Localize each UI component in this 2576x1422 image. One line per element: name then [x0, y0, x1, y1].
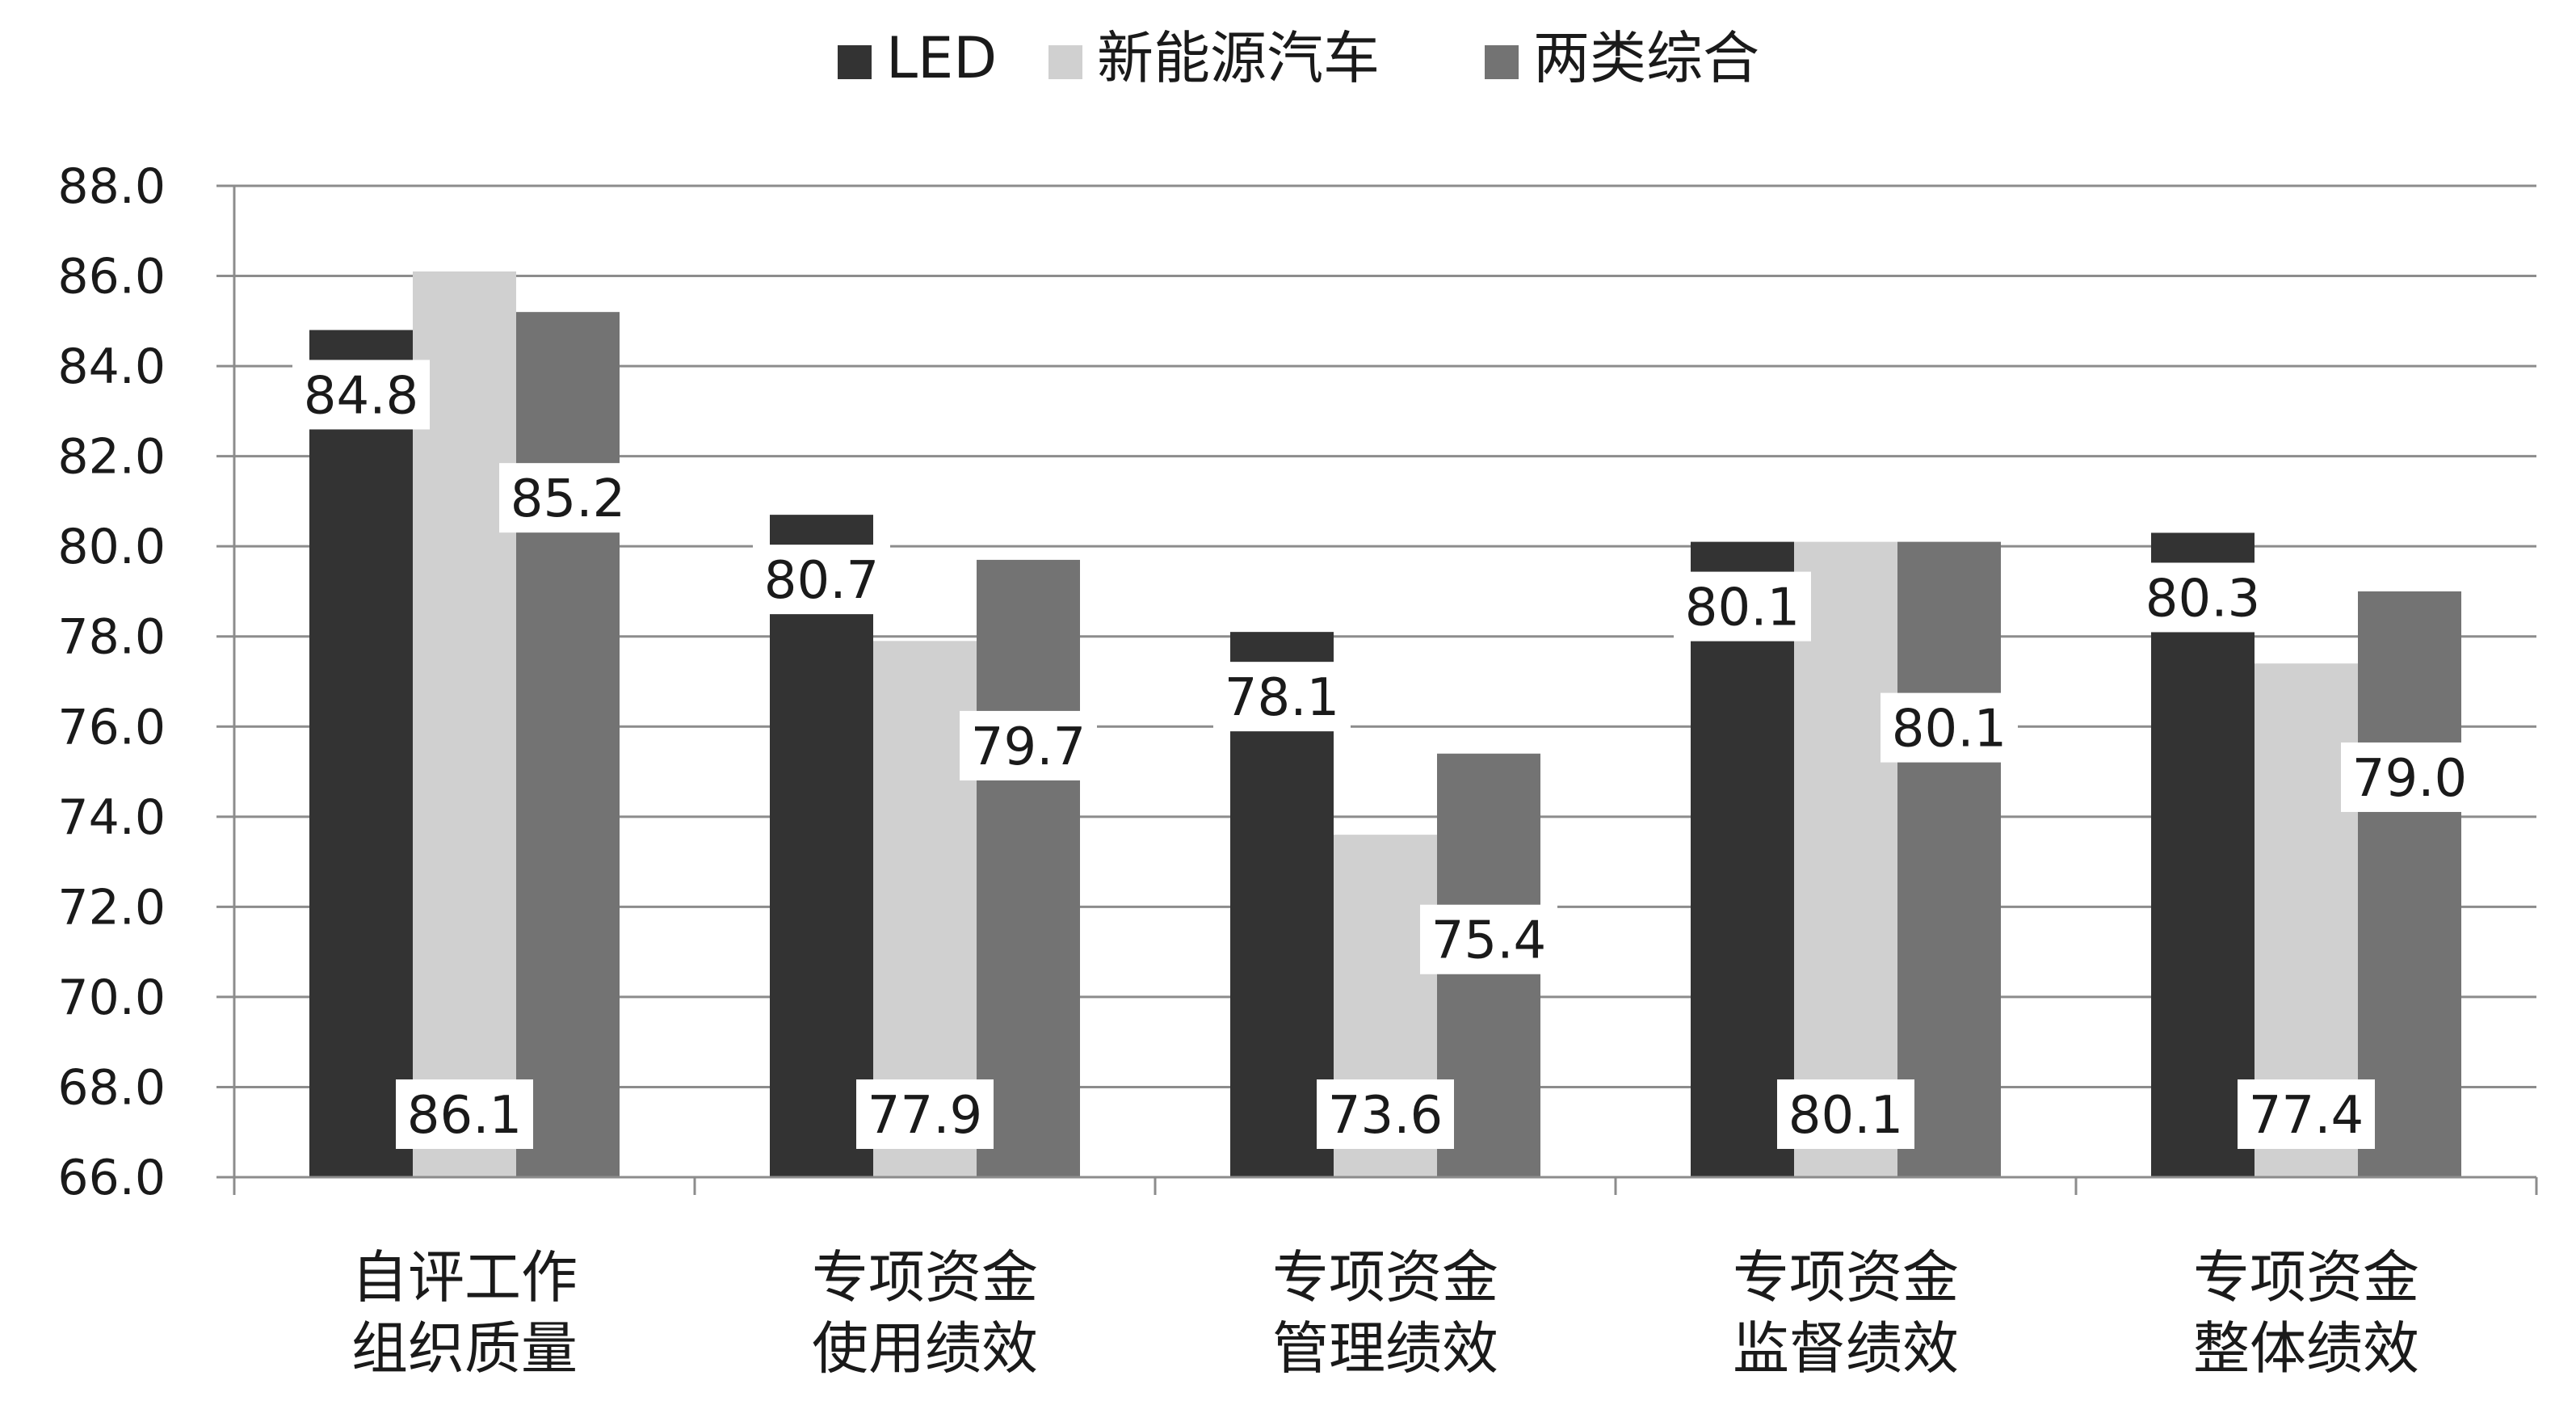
- legend-label-0: LED: [886, 25, 997, 91]
- bar-0-4: [2151, 532, 2255, 1177]
- data-label-1-2: 73.6: [1328, 1086, 1443, 1146]
- bar-1-3: [1794, 541, 1897, 1177]
- y-tick-label: 78.0: [57, 609, 166, 666]
- legend-label-2: 两类综合: [1533, 25, 1759, 91]
- y-tick-label: 80.0: [57, 519, 166, 575]
- legend-swatch-2: [1485, 45, 1519, 79]
- bar-0-1: [770, 515, 873, 1177]
- category-label-1: 专项资金使用绩效: [812, 1244, 1038, 1382]
- y-tick-label: 88.0: [57, 158, 166, 215]
- data-label-box: [1317, 1079, 1454, 1149]
- y-tick-label: 82.0: [57, 429, 166, 486]
- data-label-0-4: 80.3: [2145, 569, 2261, 629]
- legend-swatch-0: [838, 45, 872, 79]
- data-label-1-3: 80.1: [1788, 1086, 1904, 1146]
- category-label-0: 自评工作组织质量: [351, 1244, 578, 1382]
- data-label-box: [2134, 562, 2271, 633]
- data-label-2-0: 85.2: [511, 469, 626, 529]
- category-label-4: 专项资金整体绩效: [2193, 1244, 2419, 1382]
- y-axis: 66.0 68.0 70.0 72.0 74.0 76.0 78.0 80.0 82.0 84.0…: [57, 158, 236, 1206]
- y-tick-label: 66.0: [57, 1150, 166, 1206]
- data-label-box: [2341, 742, 2478, 812]
- data-label-box: [396, 1079, 533, 1149]
- data-label-box: [2238, 1079, 2375, 1149]
- data-label-2-1: 79.7: [971, 717, 1086, 777]
- bar-0-3: [1691, 541, 1794, 1177]
- bar-0-0: [309, 330, 413, 1178]
- data-label-box: [856, 1079, 994, 1149]
- data-label-box: [753, 545, 890, 615]
- data-label-0-1: 80.7: [764, 551, 880, 611]
- data-label-1-1: 77.9: [868, 1086, 983, 1146]
- data-labels: 84.8 86.1 85.2 80.7 77.9 79.7 78.1 73.6 75.4 80.1…: [292, 360, 2478, 1149]
- legend-swatch-1: [1048, 45, 1082, 79]
- data-label-box: [292, 360, 430, 430]
- data-label-box: [499, 463, 637, 533]
- y-tick-label: 76.0: [57, 699, 166, 755]
- data-label-0-3: 80.1: [1685, 578, 1801, 638]
- y-tick-label: 84.0: [57, 339, 166, 395]
- data-label-box: [960, 710, 1097, 780]
- data-label-0-0: 84.8: [304, 366, 419, 426]
- data-label-2-4: 79.0: [2352, 749, 2468, 809]
- data-label-box: [1881, 692, 2018, 763]
- bar-2-1: [977, 559, 1080, 1177]
- y-tick-label: 72.0: [57, 879, 166, 936]
- y-tick-label: 74.0: [57, 789, 166, 846]
- data-label-0-2: 78.1: [1225, 668, 1340, 728]
- bar-2-4: [2358, 591, 2461, 1177]
- data-label-1-4: 77.4: [2249, 1086, 2364, 1146]
- bar-1-0: [413, 271, 516, 1178]
- legend: LED 新能源汽车 两类综合: [838, 25, 1759, 91]
- data-label-1-0: 86.1: [407, 1086, 523, 1146]
- category-label-3: 专项资金监督绩效: [1733, 1244, 1959, 1382]
- legend-label-1: 新能源汽车: [1097, 25, 1380, 91]
- bar-2-0: [516, 312, 620, 1178]
- bars: [309, 271, 2461, 1178]
- y-tick-label: 68.0: [57, 1059, 166, 1116]
- data-label-2-2: 75.4: [1431, 911, 1547, 971]
- data-label-box: [1213, 662, 1351, 732]
- y-tick-label: 70.0: [57, 970, 166, 1026]
- data-label-2-3: 80.1: [1892, 700, 2007, 759]
- x-axis: 自评工作组织质量 专项资金使用绩效 专项资金管理绩效 专项资金监督绩效 专项资金整体绩效: [233, 1176, 2538, 1382]
- bar-2-3: [1897, 541, 2001, 1177]
- data-label-box: [1420, 904, 1557, 974]
- data-label-box: [1777, 1079, 1914, 1149]
- category-label-2: 专项资金管理绩效: [1272, 1244, 1498, 1382]
- data-label-box: [1674, 571, 1811, 642]
- y-tick-label: 86.0: [57, 249, 166, 305]
